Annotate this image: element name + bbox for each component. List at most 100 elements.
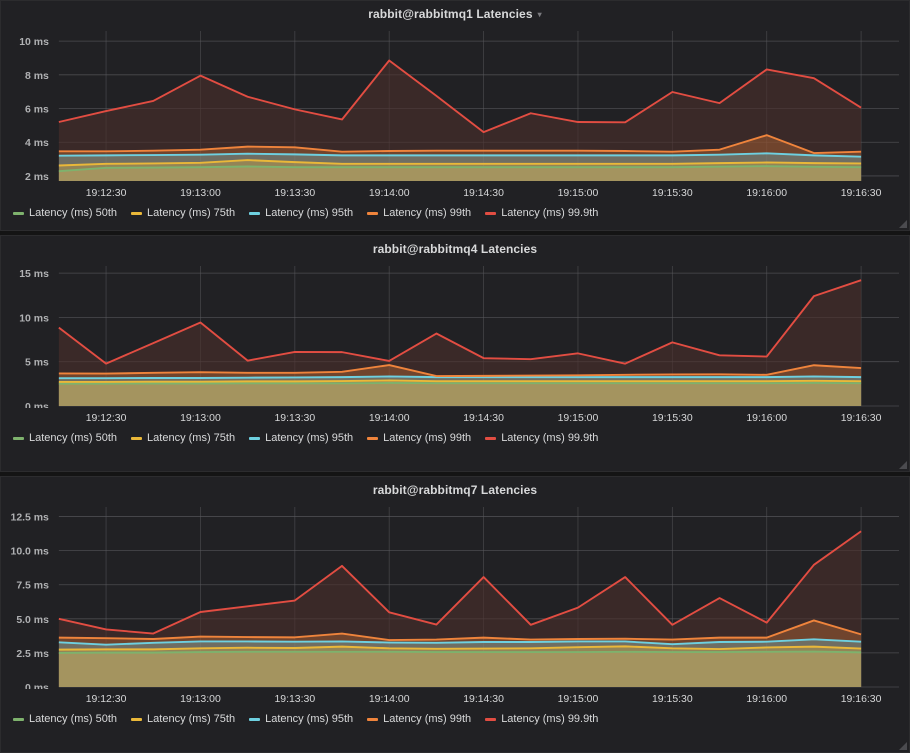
svg-text:19:13:00: 19:13:00: [180, 413, 221, 424]
chart-svg-2: 0 ms 5 ms 10 ms 15 ms: [19, 266, 900, 408]
legend-item-p95[interactable]: Latency (ms) 95th: [249, 713, 353, 725]
svg-text:19:14:00: 19:14:00: [369, 413, 410, 424]
panel-title-text: rabbit@rabbitmq1 Latencies: [368, 7, 533, 21]
svg-text:19:13:00: 19:13:00: [180, 188, 221, 199]
legend-swatch-p50-icon: [13, 436, 24, 440]
chart-area[interactable]: 0 ms 2.5 ms 5.0 ms 7.5 ms 10.0 ms 12.5 ms: [1, 499, 909, 689]
legend-label: Latency (ms) 95th: [265, 432, 354, 444]
chart-svg-1: 2 ms 4 ms 6 ms 8 ms 10 ms: [19, 31, 900, 183]
svg-text:0 ms: 0 ms: [25, 402, 49, 408]
panel-title[interactable]: rabbit@rabbitmq1 Latencies ▾: [1, 1, 909, 23]
legend-label: Latency (ms) 75th: [147, 713, 236, 725]
svg-text:4 ms: 4 ms: [25, 138, 49, 149]
legend-item-p99[interactable]: Latency (ms) 99th: [367, 713, 471, 725]
chevron-down-icon[interactable]: ▾: [537, 9, 542, 19]
legend-label: Latency (ms) 99th: [383, 713, 472, 725]
svg-text:15 ms: 15 ms: [19, 269, 49, 280]
svg-text:19:15:00: 19:15:00: [558, 413, 599, 424]
legend-swatch-p95-icon: [249, 436, 261, 440]
x-axis-3: 19:12:30 19:13:00 19:13:30 19:14:00 19:14:30…: [1, 689, 909, 709]
svg-text:10 ms: 10 ms: [19, 37, 49, 48]
svg-text:19:15:00: 19:15:00: [558, 188, 599, 199]
legend-swatch-p75-icon: [131, 717, 143, 721]
legend-item-p75[interactable]: Latency (ms) 75th: [131, 432, 235, 444]
chart-area[interactable]: 0 ms 5 ms 10 ms 15 ms: [1, 258, 909, 408]
svg-text:6 ms: 6 ms: [25, 105, 49, 116]
legend-item-p999[interactable]: Latency (ms) 99.9th: [485, 432, 598, 444]
legend-swatch-p95-icon: [249, 717, 261, 721]
legend-label: Latency (ms) 99.9th: [501, 432, 599, 444]
legend-3[interactable]: Latency (ms) 50th Latency (ms) 75th Latenc…: [1, 709, 909, 725]
legend-item-p999[interactable]: Latency (ms) 99.9th: [485, 713, 598, 725]
legend-label: Latency (ms) 99.9th: [501, 207, 599, 219]
svg-text:19:12:30: 19:12:30: [86, 188, 127, 199]
legend-item-p50[interactable]: Latency (ms) 50th: [13, 713, 117, 725]
svg-text:19:15:00: 19:15:00: [558, 694, 599, 705]
svg-text:19:16:00: 19:16:00: [746, 413, 787, 424]
legend-swatch-p999-icon: [485, 436, 497, 440]
svg-text:10.0 ms: 10.0 ms: [11, 547, 50, 558]
svg-text:7.5 ms: 7.5 ms: [16, 581, 49, 592]
legend-item-p95[interactable]: Latency (ms) 95th: [249, 432, 353, 444]
legend-label: Latency (ms) 95th: [265, 207, 354, 219]
legend-label: Latency (ms) 50th: [29, 207, 118, 219]
legend-item-p75[interactable]: Latency (ms) 75th: [131, 207, 235, 219]
legend-item-p999[interactable]: Latency (ms) 99.9th: [485, 207, 598, 219]
svg-text:19:13:30: 19:13:30: [274, 413, 315, 424]
legend-item-p50[interactable]: Latency (ms) 50th: [13, 207, 117, 219]
chart-area[interactable]: 2 ms 4 ms 6 ms 8 ms 10 ms: [1, 23, 909, 183]
svg-text:12.5 ms: 12.5 ms: [11, 513, 50, 524]
svg-text:19:15:30: 19:15:30: [652, 694, 693, 705]
svg-text:0 ms: 0 ms: [25, 683, 49, 689]
panel-title[interactable]: rabbit@rabbitmq4 Latencies: [1, 236, 909, 258]
svg-text:19:14:30: 19:14:30: [463, 188, 504, 199]
svg-text:2 ms: 2 ms: [25, 172, 49, 183]
svg-text:8 ms: 8 ms: [25, 71, 49, 82]
legend-swatch-p99-icon: [367, 436, 379, 440]
legend-label: Latency (ms) 75th: [147, 432, 236, 444]
panel-resize-handle[interactable]: [898, 219, 907, 228]
svg-text:19:14:00: 19:14:00: [369, 188, 410, 199]
svg-text:19:14:00: 19:14:00: [369, 694, 410, 705]
svg-text:5.0 ms: 5.0 ms: [16, 615, 49, 626]
svg-text:19:16:00: 19:16:00: [746, 694, 787, 705]
svg-text:19:12:30: 19:12:30: [86, 694, 127, 705]
legend-item-p75[interactable]: Latency (ms) 75th: [131, 713, 235, 725]
legend-item-p99[interactable]: Latency (ms) 99th: [367, 207, 471, 219]
svg-text:19:13:30: 19:13:30: [274, 694, 315, 705]
svg-text:19:13:00: 19:13:00: [180, 694, 221, 705]
legend-item-p50[interactable]: Latency (ms) 50th: [13, 432, 117, 444]
panel-title[interactable]: rabbit@rabbitmq7 Latencies: [1, 477, 909, 499]
panel-rabbitmq4-latencies[interactable]: rabbit@rabbitmq4 Latencies 0 ms 5 ms 10 ms…: [0, 235, 910, 472]
legend-swatch-p95-icon: [249, 211, 261, 215]
svg-text:19:12:30: 19:12:30: [86, 413, 127, 424]
svg-text:19:16:00: 19:16:00: [746, 188, 787, 199]
svg-text:19:13:30: 19:13:30: [274, 188, 315, 199]
x-axis-svg-3: 19:12:30 19:13:00 19:13:30 19:14:00 19:14:30…: [86, 694, 882, 705]
legend-1[interactable]: Latency (ms) 50th Latency (ms) 75th Latenc…: [1, 203, 909, 219]
legend-item-p99[interactable]: Latency (ms) 99th: [367, 432, 471, 444]
legend-label: Latency (ms) 50th: [29, 713, 118, 725]
legend-label: Latency (ms) 50th: [29, 432, 118, 444]
svg-text:19:16:30: 19:16:30: [841, 188, 882, 199]
legend-swatch-p75-icon: [131, 211, 143, 215]
svg-text:19:16:30: 19:16:30: [841, 413, 882, 424]
panel-title-text: rabbit@rabbitmq4 Latencies: [372, 242, 538, 256]
svg-text:10 ms: 10 ms: [19, 313, 49, 324]
x-axis-svg-1: 19:12:30 19:13:00 19:13:30 19:14:00 19:14:30…: [86, 188, 882, 199]
x-axis-svg-2: 19:12:30 19:13:00 19:13:30 19:14:00 19:14:30…: [86, 413, 882, 424]
legend-swatch-p50-icon: [13, 717, 24, 721]
svg-text:5 ms: 5 ms: [25, 358, 49, 369]
legend-swatch-p999-icon: [485, 211, 497, 215]
panel-rabbitmq1-latencies[interactable]: rabbit@rabbitmq1 Latencies ▾ 2 ms 4 ms 6 ms…: [0, 0, 910, 231]
legend-label: Latency (ms) 99th: [383, 432, 472, 444]
panel-resize-handle[interactable]: [898, 741, 907, 750]
legend-label: Latency (ms) 75th: [147, 207, 236, 219]
chart-svg-3: 0 ms 2.5 ms 5.0 ms 7.5 ms 10.0 ms 12.5 ms: [11, 507, 900, 689]
legend-swatch-p99-icon: [367, 717, 379, 721]
legend-2[interactable]: Latency (ms) 50th Latency (ms) 75th Latenc…: [1, 428, 909, 444]
panel-rabbitmq7-latencies[interactable]: rabbit@rabbitmq7 Latencies 0 ms 2.5 ms 5.0…: [0, 476, 910, 753]
legend-item-p95[interactable]: Latency (ms) 95th: [249, 207, 353, 219]
panel-resize-handle[interactable]: [898, 460, 907, 469]
